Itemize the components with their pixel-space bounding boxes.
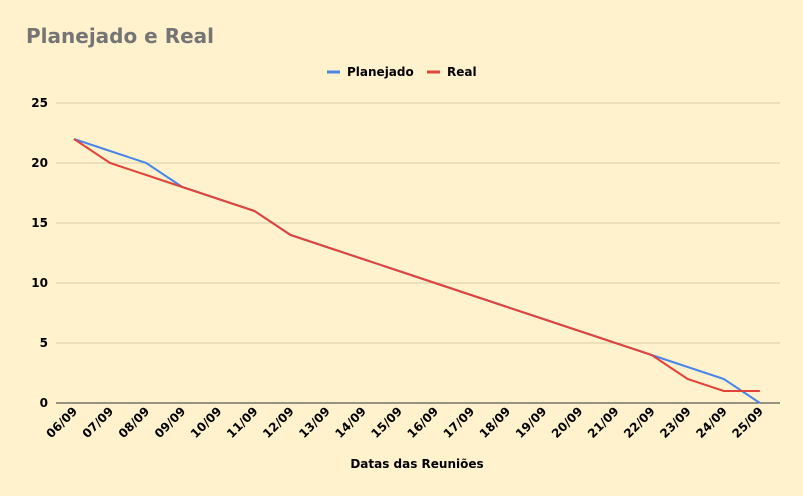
x-tick-label: 07/09 [80,404,117,441]
x-tick-label: 14/09 [332,404,369,441]
legend-label: Real [447,65,477,79]
x-tick-label: 21/09 [585,404,622,441]
chart-title: Planejado e Real [26,24,215,48]
x-tick-label: 12/09 [260,404,297,441]
y-tick-label: 15 [31,216,48,230]
x-axis-label: Datas das Reuniões [350,457,483,471]
y-tick-label: 10 [31,276,48,290]
series-line-real [73,138,760,392]
x-tick-label: 22/09 [621,404,658,441]
x-tick-label: 08/09 [116,404,153,441]
y-tick-label: 5 [40,336,48,350]
x-tick-label: 10/09 [188,404,225,441]
x-tick-label: 16/09 [405,404,442,441]
y-tick-label: 25 [31,96,48,110]
x-tick-label: 19/09 [513,404,550,441]
x-tick-label: 09/09 [152,404,189,441]
x-tick-label: 20/09 [549,404,586,441]
y-tick-label: 20 [31,156,48,170]
x-tick-label: 11/09 [224,404,261,441]
series-line-planejado [73,138,761,404]
x-tick-label: 15/09 [368,404,405,441]
x-tick-label: 25/09 [729,404,766,441]
x-tick-label: 06/09 [44,404,81,441]
x-tick-label: 23/09 [657,404,694,441]
x-tick-label: 18/09 [477,404,514,441]
y-tick-label: 0 [40,396,48,410]
x-tick-label: 24/09 [693,404,730,441]
x-tick-label: 13/09 [296,404,333,441]
x-tick-label: 17/09 [441,404,478,441]
legend-label: Planejado [347,65,414,79]
